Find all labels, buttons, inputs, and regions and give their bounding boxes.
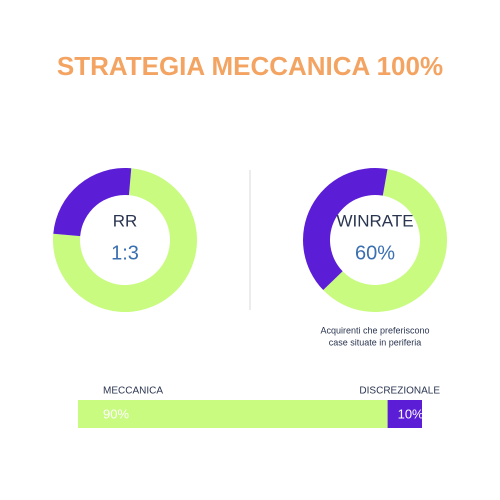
donut-segment bbox=[53, 168, 132, 237]
donut-label: RR bbox=[113, 211, 138, 230]
legend-label: MECCANICA bbox=[103, 386, 163, 397]
bar-value-label: 90% bbox=[103, 406, 129, 421]
bar-value-label: 10% bbox=[398, 406, 424, 421]
title: STRATEGIA MECCANICA 100% bbox=[57, 51, 443, 81]
donut-center-value: 1:3 bbox=[111, 242, 139, 264]
donut-segment bbox=[303, 168, 388, 291]
donut-segment bbox=[323, 169, 447, 312]
legend-label: DISCREZIONALE bbox=[359, 386, 440, 397]
bar-segment bbox=[387, 400, 422, 428]
caption: case situate in periferia bbox=[329, 337, 422, 347]
caption: Acquirenti che preferiscono bbox=[320, 325, 429, 335]
bar-segment bbox=[78, 400, 388, 428]
donut-label: WINRATE bbox=[336, 211, 413, 230]
donut-center-value: 60% bbox=[355, 242, 395, 264]
donut-segment bbox=[53, 168, 197, 313]
